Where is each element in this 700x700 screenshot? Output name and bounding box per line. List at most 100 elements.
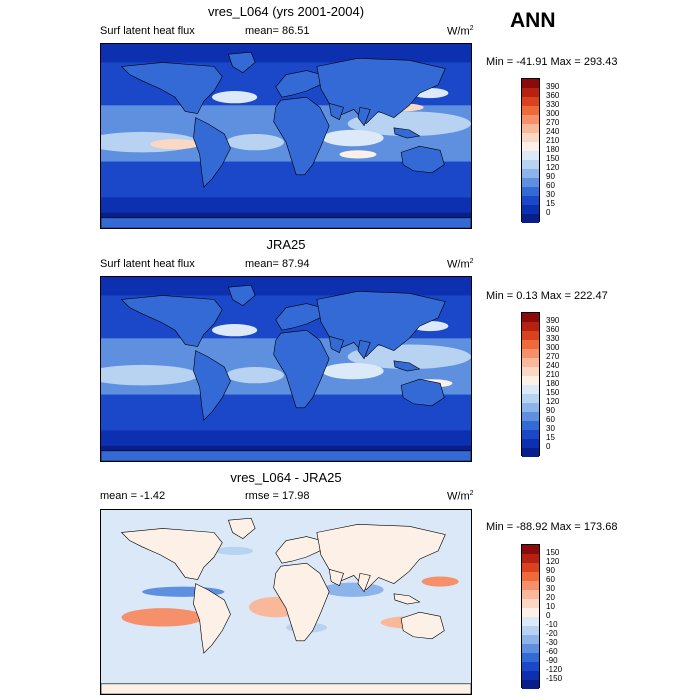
colorbar-tick-label: 90 [546,566,555,575]
colorbar-swatch [522,178,539,187]
colorbar-swatch [522,79,539,88]
colorbar-swatch [522,133,539,142]
panel-left-label: Surf latent heat flux [100,25,195,37]
panel-center-label: mean= 86.51 [245,25,310,37]
colorbar-tick-label: 300 [546,109,560,118]
colorbar-tick-label: 0 [546,611,551,620]
panel-center-label: rmse = 17.98 [245,490,310,502]
colorbar-swatch [522,563,539,572]
colorbar-swatch [522,554,539,563]
panel-units: W/m2 [447,490,474,503]
colorbar-swatch [522,439,539,448]
colorbar-tick-label: -120 [546,665,563,674]
colorbar-swatch [522,412,539,421]
minmax-label: Min = -88.92 Max = 173.68 [486,521,618,533]
colorbar-tick-label: 30 [546,424,555,433]
colorbar-swatch [522,376,539,385]
map-plot [100,509,472,695]
colorbar-tick-label: 120 [546,163,560,172]
colorbar-swatch [522,214,539,223]
colorbar-tick-label: 15 [546,199,555,208]
colorbar-swatch [522,599,539,608]
panel-left-label: mean = -1.42 [100,490,166,502]
colorbar-swatch [522,644,539,653]
colorbar-tick-label: 0 [546,208,551,217]
colorbar-tick-label: 120 [546,557,560,566]
colorbar-tick-label: 240 [546,361,560,370]
colorbar-swatch [522,196,539,205]
world-map [101,277,471,461]
panel-units: W/m2 [447,25,474,38]
colorbar-tick-label: 20 [546,593,555,602]
panel-title: vres_L064 - JRA25 [230,470,342,485]
colorbar-tick-label: 150 [546,388,560,397]
colorbar-swatch [522,626,539,635]
colorbar-swatch [522,572,539,581]
colorbar-swatch [522,187,539,196]
colorbar-swatch [522,635,539,644]
colorbar-tick-label: 330 [546,334,560,343]
colorbar-swatch [522,421,539,430]
colorbar-tick-label: 30 [546,584,555,593]
colorbar-tick-label: 30 [546,190,555,199]
panel-title: JRA25 [266,237,306,252]
colorbar [521,78,540,223]
panel-center-label: mean= 87.94 [245,258,310,270]
colorbar-tick-label: -150 [546,674,563,683]
colorbar-swatch [522,448,539,457]
colorbar-swatch [522,680,539,689]
colorbar-tick-label: 360 [546,91,560,100]
colorbar-swatch [522,106,539,115]
colorbar-tick-label: 300 [546,343,560,352]
colorbar-swatch [522,394,539,403]
colorbar-tick-label: 390 [546,316,560,325]
world-map [101,510,471,694]
colorbar-swatch [522,340,539,349]
colorbar-tick-label: 90 [546,406,555,415]
colorbar-swatch [522,115,539,124]
colorbar-swatch [522,608,539,617]
colorbar-tick-label: 180 [546,379,560,388]
colorbar-swatch [522,358,539,367]
colorbar-swatch [522,322,539,331]
panel-left-label: Surf latent heat flux [100,258,195,270]
colorbar-tick-label: 270 [546,352,560,361]
colorbar-swatch [522,331,539,340]
colorbar-swatch [522,349,539,358]
colorbar-tick-label: 150 [546,154,560,163]
colorbar-swatch [522,662,539,671]
colorbar-swatch [522,124,539,133]
colorbar-tick-label: 330 [546,100,560,109]
colorbar-swatch [522,160,539,169]
colorbar-swatch [522,671,539,680]
map-plot [100,43,472,229]
colorbar-tick-label: 390 [546,82,560,91]
colorbar-swatch [522,581,539,590]
colorbar-swatch [522,97,539,106]
colorbar-tick-label: 15 [546,433,555,442]
colorbar-tick-label: 90 [546,172,555,181]
colorbar-tick-label: 60 [546,181,555,190]
colorbar-swatch [522,385,539,394]
world-map [101,44,471,228]
colorbar-swatch [522,403,539,412]
colorbar-tick-label: 0 [546,442,551,451]
colorbar-tick-label: 240 [546,127,560,136]
colorbar-swatch [522,367,539,376]
minmax-label: Min = 0.13 Max = 222.47 [486,290,608,302]
colorbar-swatch [522,313,539,322]
colorbar-tick-label: 210 [546,136,560,145]
colorbar-tick-label: 210 [546,370,560,379]
colorbar-tick-label: 150 [546,548,560,557]
minmax-label: Min = -41.91 Max = 293.43 [486,56,618,68]
season-label: ANN [510,9,556,32]
colorbar-swatch [522,545,539,554]
colorbar-swatch [522,151,539,160]
colorbar-swatch [522,590,539,599]
map-plot [100,276,472,462]
colorbar [521,312,540,457]
colorbar-swatch [522,653,539,662]
colorbar-tick-label: -90 [546,656,558,665]
colorbar-tick-label: -20 [546,629,558,638]
colorbar-swatch [522,430,539,439]
